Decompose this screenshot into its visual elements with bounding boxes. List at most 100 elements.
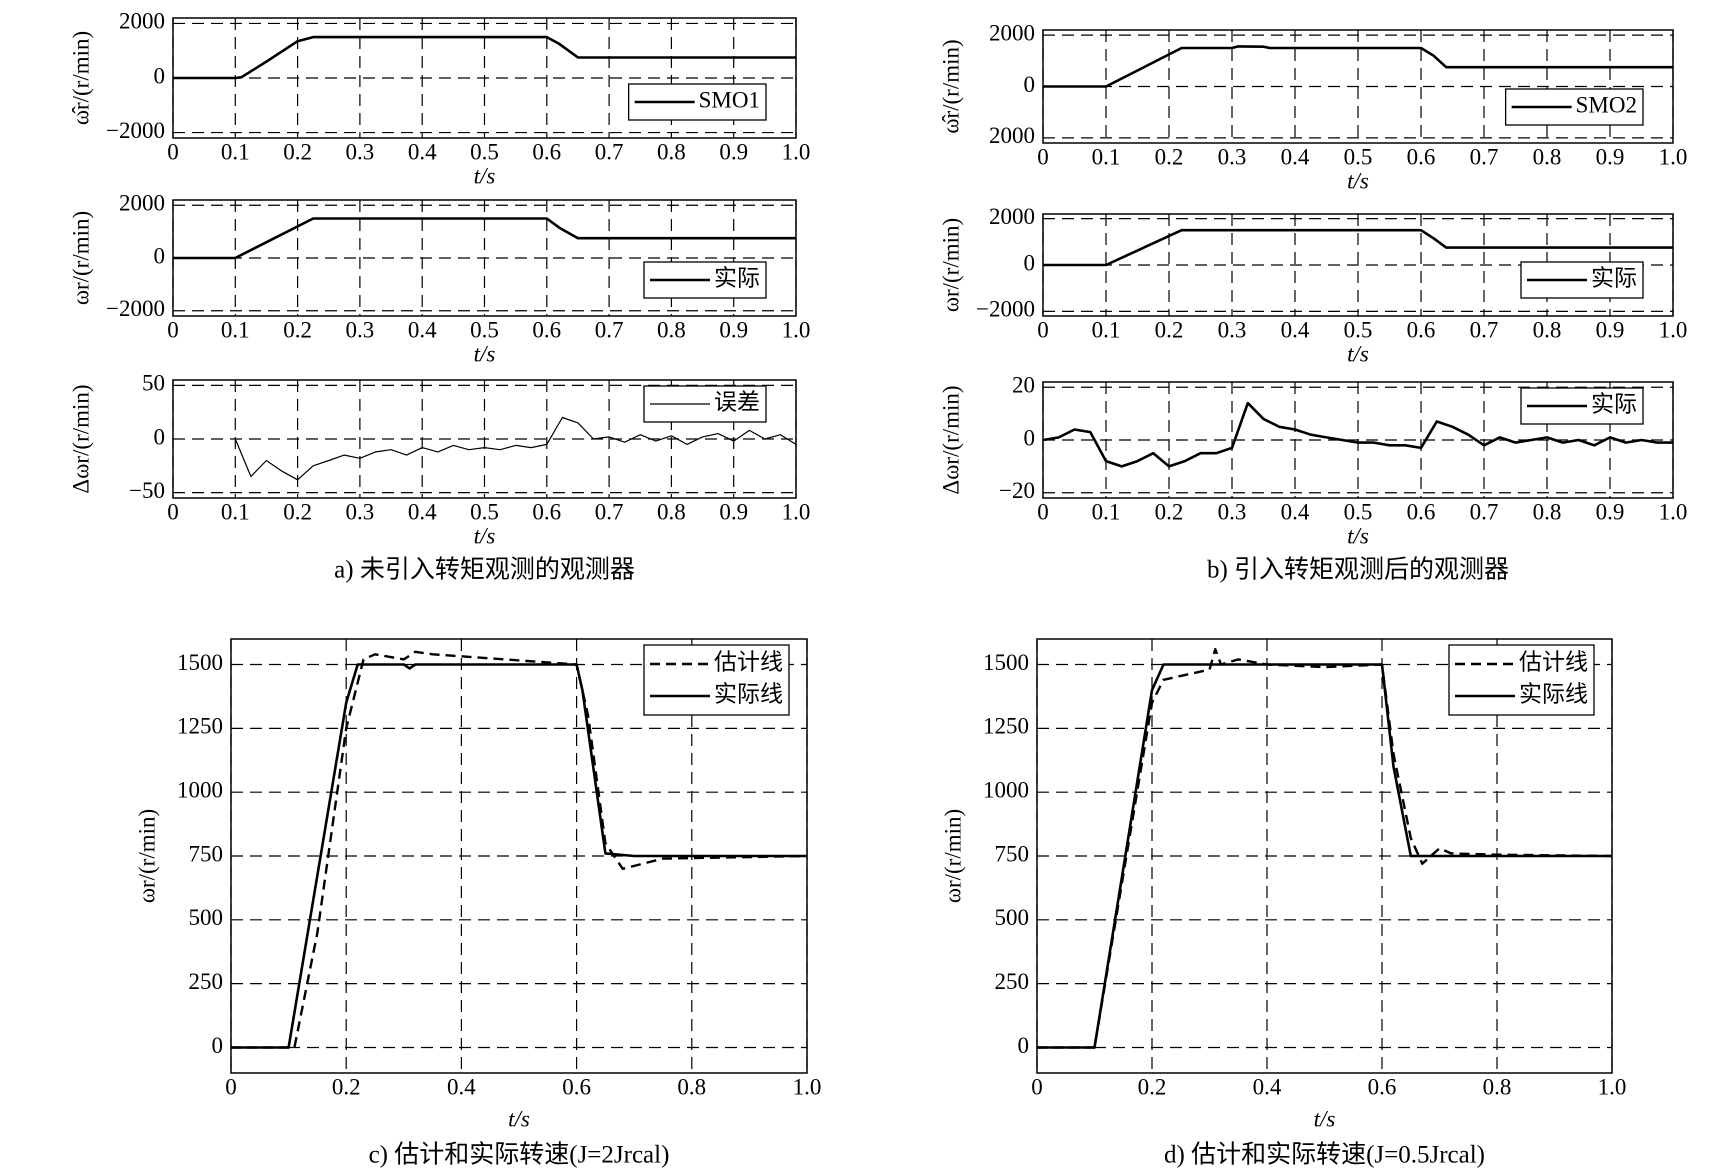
x-tick-label: 0: [167, 499, 179, 524]
x-axis-label: t/s: [1347, 168, 1369, 193]
y-tick-label: 0: [154, 63, 166, 88]
y-tick-label: 2000: [989, 123, 1035, 148]
x-tick-label: 0.9: [719, 499, 748, 524]
y-tick-label: 20: [1012, 373, 1035, 398]
legend-label: 实际线: [714, 681, 783, 706]
y-tick-label: 500: [189, 905, 224, 930]
x-tick-label: 0.8: [657, 317, 686, 342]
legend-label: 估计线: [1519, 649, 1588, 674]
x-tick-label: 0.6: [562, 1074, 591, 1099]
y-axis-label: ωr/(r/min): [940, 809, 965, 903]
y-tick-label: −50: [129, 478, 165, 503]
y-tick-label: 2000: [989, 20, 1035, 45]
x-tick-label: 0.9: [719, 317, 748, 342]
x-tick-label: 1.0: [782, 317, 811, 342]
x-tick-label: 0.5: [470, 139, 499, 164]
x-tick-label: 1.0: [782, 139, 811, 164]
y-tick-label: −2000: [976, 297, 1035, 322]
x-tick-label: 0.1: [1092, 317, 1121, 342]
y-tick-label: 0: [212, 1033, 224, 1058]
x-axis-label: t/s: [474, 523, 496, 548]
legend-label: 实际: [1591, 265, 1637, 290]
y-tick-label: 50: [142, 371, 165, 396]
y-axis-label: ω̂r/(r/min): [938, 39, 963, 133]
x-tick-label: 0.4: [447, 1074, 476, 1099]
x-tick-label: 0.3: [1218, 144, 1247, 169]
x-tick-label: 0: [1037, 499, 1049, 524]
x-tick-label: 0.8: [677, 1074, 706, 1099]
x-tick-label: 0.4: [1281, 144, 1310, 169]
legend: 实际: [643, 261, 767, 299]
y-tick-label: −2000: [106, 296, 165, 321]
y-tick-label: 1250: [983, 714, 1029, 739]
x-tick-label: 0.3: [346, 499, 375, 524]
x-tick-label: 0.6: [532, 317, 561, 342]
y-tick-label: 0: [1024, 72, 1036, 97]
x-tick-label: 0.6: [532, 499, 561, 524]
x-tick-label: 0.4: [1281, 317, 1310, 342]
x-axis-label: t/s: [1347, 341, 1369, 366]
x-tick-label: 0: [1031, 1074, 1043, 1099]
x-tick-label: 0.4: [408, 317, 437, 342]
x-tick-label: 1.0: [1659, 144, 1688, 169]
series-line: [1043, 45, 1673, 88]
x-tick-label: 0.9: [1596, 317, 1625, 342]
series-line: [173, 35, 796, 80]
x-tick-label: 0.6: [1407, 499, 1436, 524]
x-tick-label: 0.7: [595, 317, 624, 342]
x-tick-label: 0.1: [1092, 144, 1121, 169]
x-tick-label: 0.2: [1155, 144, 1184, 169]
legend-label: SMO1: [699, 87, 760, 112]
y-tick-label: 250: [995, 969, 1030, 994]
y-tick-label: 0: [1024, 250, 1036, 275]
x-tick-label: 0.4: [1253, 1074, 1282, 1099]
legend-label: 实际: [714, 265, 760, 290]
x-tick-label: 0.7: [595, 499, 624, 524]
x-tick-label: 0.6: [1368, 1074, 1397, 1099]
legend-label: 误差: [714, 389, 760, 414]
x-tick-label: 0.8: [657, 139, 686, 164]
x-tick-label: 0.5: [1344, 499, 1373, 524]
series-line: [173, 217, 796, 260]
y-tick-label: 0: [154, 424, 166, 449]
legend-label: 实际: [1591, 391, 1637, 416]
y-tick-label: 2000: [989, 204, 1035, 229]
x-tick-label: 0.5: [1344, 144, 1373, 169]
x-tick-label: 0.9: [1596, 144, 1625, 169]
x-axis-label: t/s: [1314, 1106, 1336, 1131]
x-tick-label: 0.1: [1092, 499, 1121, 524]
legend: SMO2: [1504, 88, 1644, 126]
series-line: [234, 416, 797, 481]
plot-frame: [172, 379, 797, 499]
series-line: [1042, 401, 1673, 468]
y-tick-label: 750: [995, 841, 1030, 866]
x-tick-label: 0.4: [408, 139, 437, 164]
x-tick-label: 0.2: [283, 499, 312, 524]
y-tick-label: 0: [1018, 1033, 1030, 1058]
x-tick-label: 0.8: [1533, 499, 1562, 524]
legend: 误差: [643, 385, 767, 423]
x-tick-label: 0.5: [470, 317, 499, 342]
x-tick-label: 0.1: [221, 499, 250, 524]
x-tick-label: 0.7: [595, 139, 624, 164]
x-tick-label: 0: [1037, 317, 1049, 342]
x-tick-label: 0.9: [1596, 499, 1625, 524]
x-tick-label: 1.0: [1659, 317, 1688, 342]
x-tick-label: 0: [167, 317, 179, 342]
y-tick-label: 750: [189, 841, 224, 866]
y-tick-label: 1000: [177, 777, 223, 802]
x-tick-label: 0.5: [1344, 317, 1373, 342]
x-tick-label: 0.2: [332, 1074, 361, 1099]
y-tick-label: 2000: [119, 191, 165, 216]
x-tick-label: 0.1: [221, 317, 250, 342]
y-tick-label: 500: [995, 905, 1030, 930]
x-axis-label: t/s: [474, 163, 496, 188]
x-tick-label: 1.0: [782, 499, 811, 524]
legend-box: [1448, 644, 1595, 716]
series-line: [1037, 663, 1612, 1049]
x-tick-label: 0.7: [1470, 499, 1499, 524]
y-tick-label: 1500: [177, 650, 223, 675]
x-tick-label: 0.2: [283, 139, 312, 164]
